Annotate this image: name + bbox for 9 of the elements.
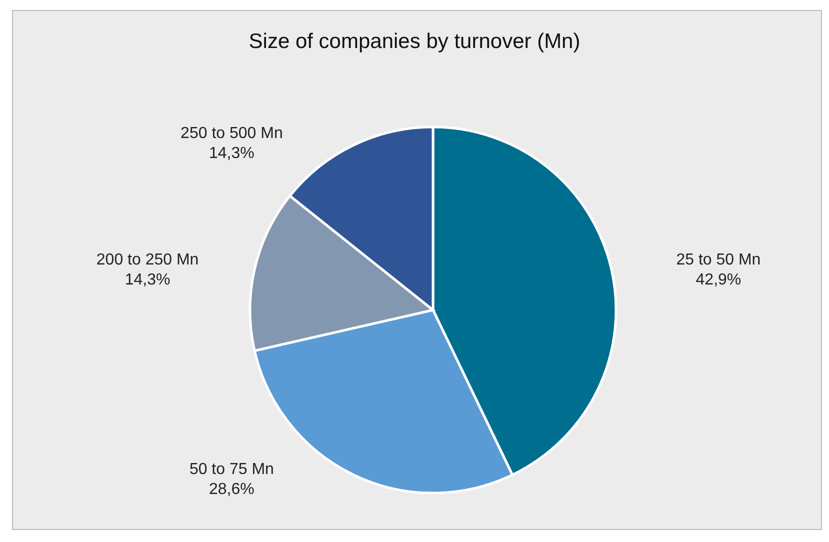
slice-label: 25 to 50 Mn [676,251,761,268]
data-label: 14,3% [209,144,254,162]
data-label: 14,3% [124,271,170,288]
chart-title: Size of companies by turnover (Mn) [248,30,582,54]
data-label: 42,9% [696,271,742,288]
data-label: 28,6% [209,481,254,498]
slice-label: 250 to 500 Mn [180,124,283,142]
slice-label: 200 to 250 Mn [96,251,199,268]
slice-label: 50 to 75 Mn [189,461,274,478]
